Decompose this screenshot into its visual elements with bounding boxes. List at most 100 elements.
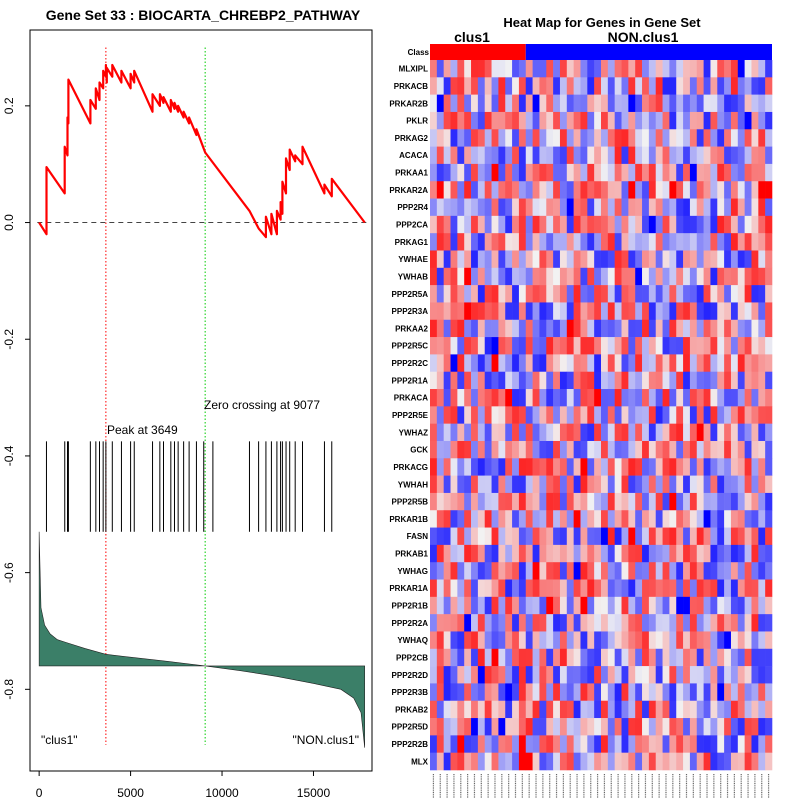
heatmap-cell bbox=[532, 492, 540, 511]
heatmap-cell bbox=[532, 683, 540, 702]
heatmap-cell bbox=[539, 510, 547, 528]
heatmap-cell bbox=[594, 440, 602, 459]
heatmap-cell bbox=[580, 527, 588, 546]
gene-label: YWHAZ bbox=[399, 428, 428, 437]
heatmap-cell bbox=[477, 440, 486, 459]
heatmap-cell bbox=[765, 94, 773, 113]
heatmap-cell bbox=[505, 129, 513, 147]
heatmap-cell bbox=[758, 267, 766, 286]
heatmap-cell bbox=[518, 163, 527, 182]
heatmap-cell bbox=[430, 337, 438, 355]
heatmap-cell bbox=[443, 389, 451, 407]
heatmap-cell bbox=[607, 285, 615, 303]
heatmap-cell bbox=[703, 163, 711, 182]
heatmap-cell bbox=[614, 371, 622, 390]
heatmap-cell bbox=[518, 527, 527, 546]
heatmap-cell bbox=[587, 683, 595, 702]
heatmap-cell bbox=[573, 510, 581, 528]
heatmap-cell bbox=[669, 181, 677, 199]
gene-label: PRKAA1 bbox=[395, 169, 428, 178]
heatmap-cell bbox=[765, 735, 773, 753]
heatmap-cell bbox=[553, 285, 561, 303]
heatmap-cell bbox=[642, 60, 650, 78]
heatmap-cell bbox=[553, 215, 561, 234]
heatmap-cell bbox=[532, 233, 540, 251]
heatmap-cell bbox=[758, 129, 766, 147]
heatmap-cell bbox=[765, 458, 773, 476]
heatmap-cell bbox=[566, 423, 574, 442]
heatmap-cell bbox=[717, 648, 725, 667]
heatmap-cell bbox=[635, 579, 643, 598]
heatmap-cell bbox=[710, 371, 718, 390]
heatmap-cell bbox=[628, 215, 636, 234]
heatmap-cell bbox=[621, 129, 629, 147]
heatmap-cell bbox=[758, 406, 766, 424]
heatmap-cell bbox=[430, 423, 438, 442]
heatmap-cell bbox=[457, 389, 465, 407]
heatmap-cell bbox=[614, 233, 622, 251]
heatmap-cell bbox=[635, 198, 643, 217]
heatmap-cell bbox=[648, 129, 657, 147]
heatmap-cell bbox=[573, 233, 581, 251]
heatmap-cell bbox=[765, 544, 773, 563]
heatmap-cell bbox=[621, 94, 629, 113]
heatmap-cell bbox=[717, 181, 725, 199]
heatmap-cell bbox=[696, 666, 704, 684]
heatmap-cell bbox=[628, 267, 636, 286]
gene-label: PPP2R2A bbox=[392, 619, 429, 628]
heatmap-cell bbox=[710, 683, 718, 702]
heatmap-cell bbox=[683, 111, 691, 130]
heatmap-cell bbox=[724, 285, 732, 303]
gene-label: PPP2R2B bbox=[392, 740, 429, 749]
heatmap-cell bbox=[477, 631, 486, 650]
heatmap-cell bbox=[580, 596, 588, 615]
heatmap-cell bbox=[683, 181, 691, 199]
heatmap-cell bbox=[559, 129, 568, 147]
heatmap-cell bbox=[559, 389, 568, 407]
heatmap-cell bbox=[587, 475, 595, 494]
heatmap-cell bbox=[648, 752, 657, 771]
heatmap-cell bbox=[676, 718, 684, 736]
heatmap-cell bbox=[642, 683, 650, 702]
heatmap-cell bbox=[710, 406, 718, 424]
heatmap-cell bbox=[471, 302, 479, 321]
gene-label: PRKAB1 bbox=[395, 550, 428, 559]
heatmap-cell bbox=[669, 215, 677, 234]
heatmap-cell bbox=[621, 215, 629, 234]
heatmap-cell bbox=[642, 406, 650, 424]
heatmap-cell bbox=[436, 250, 444, 269]
heatmap-cell bbox=[539, 423, 547, 442]
heatmap-cell bbox=[751, 683, 759, 702]
heatmap-cell bbox=[758, 700, 766, 719]
heatmap-cell bbox=[436, 596, 444, 615]
heatmap-cell bbox=[559, 579, 568, 598]
heatmap-cell bbox=[703, 233, 711, 251]
heatmap-cell bbox=[566, 752, 574, 771]
heatmap-cell bbox=[696, 683, 704, 702]
heatmap-cell bbox=[628, 648, 636, 667]
heatmap-cell bbox=[498, 423, 506, 442]
heatmap-cell bbox=[655, 389, 663, 407]
y-axis: 0.20.0-0.2-0.4-0.6-0.8 bbox=[2, 97, 30, 700]
heatmap-cell bbox=[730, 700, 739, 719]
heatmap-cell bbox=[532, 614, 540, 632]
heatmap-cell bbox=[546, 371, 554, 390]
heatmap-cell bbox=[635, 233, 643, 251]
heatmap-cell bbox=[655, 562, 663, 580]
class-bar-segment bbox=[525, 44, 772, 60]
heatmap-cell bbox=[717, 423, 725, 442]
heatmap-cell bbox=[450, 354, 458, 373]
heatmap-cell bbox=[430, 146, 438, 165]
heatmap-cell bbox=[546, 527, 554, 546]
heatmap-cell bbox=[751, 111, 759, 130]
heatmap-cell bbox=[436, 579, 444, 598]
heatmap-cell bbox=[518, 267, 527, 286]
heatmap-cell bbox=[607, 562, 615, 580]
heatmap-cell bbox=[607, 319, 615, 338]
heatmap-cell bbox=[758, 562, 766, 580]
heatmap-cell bbox=[683, 423, 691, 442]
heatmap-cell bbox=[751, 198, 759, 217]
heatmap-cell bbox=[580, 354, 588, 373]
heatmap-cell bbox=[655, 215, 663, 234]
heatmap-cell bbox=[594, 596, 602, 615]
